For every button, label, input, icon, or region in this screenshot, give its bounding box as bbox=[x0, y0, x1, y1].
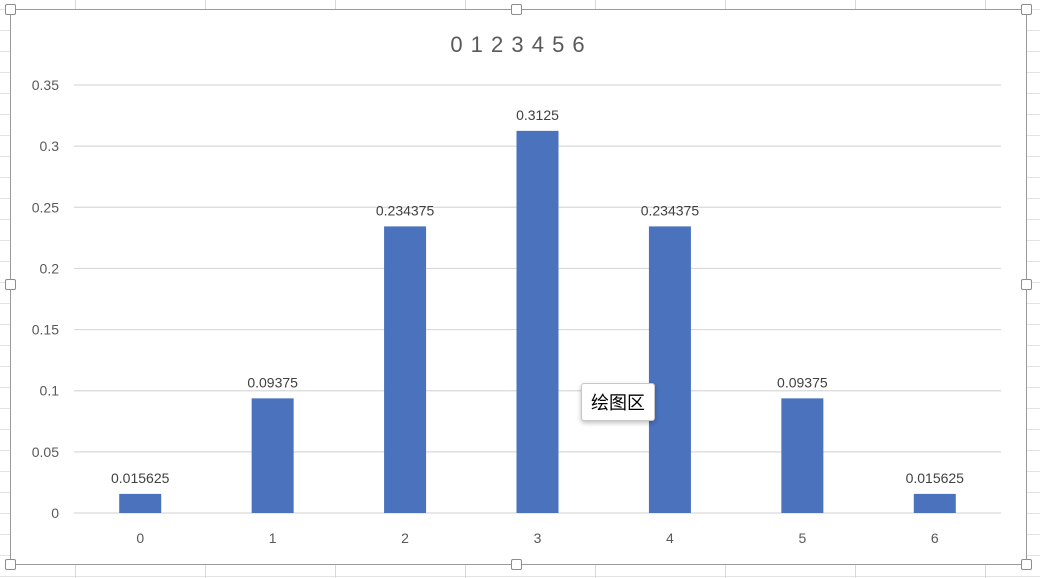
y-axis-tick-labels: 0 0.05 0.1 0.15 0.2 0.25 0.3 0.35 bbox=[32, 77, 59, 521]
x-tick-label-1: 1 bbox=[269, 530, 277, 546]
resize-handle-middle-right[interactable] bbox=[1021, 279, 1032, 290]
bar-1[interactable] bbox=[251, 398, 294, 513]
resize-handle-middle-left[interactable] bbox=[5, 279, 16, 290]
y-tick-label: 0.3 bbox=[40, 138, 60, 154]
bars[interactable] bbox=[119, 130, 956, 513]
chart-title: 0 1 2 3 4 5 6 bbox=[450, 32, 585, 57]
resize-handle-bottom-middle[interactable] bbox=[511, 559, 522, 570]
data-label-5: 0.09375 bbox=[777, 374, 828, 390]
x-axis-tick-labels: 0 1 2 3 4 5 6 bbox=[136, 530, 939, 546]
y-tick-label: 0.2 bbox=[40, 260, 60, 276]
bar-4[interactable] bbox=[648, 226, 691, 513]
y-tick-label: 0 bbox=[51, 505, 59, 521]
y-tick-label: 0.35 bbox=[32, 77, 59, 93]
data-label-3: 0.3125 bbox=[516, 107, 559, 123]
data-labels: 0.015625 0.09375 0.234375 0.3125 0.234375 0.0… bbox=[111, 107, 964, 486]
x-tick-label-0: 0 bbox=[136, 530, 144, 546]
bar-3[interactable] bbox=[516, 130, 559, 513]
x-tick-label-2: 2 bbox=[401, 530, 409, 546]
x-tick-label-3: 3 bbox=[534, 530, 542, 546]
resize-handle-bottom-right[interactable] bbox=[1021, 559, 1032, 570]
x-tick-label-6: 6 bbox=[931, 530, 939, 546]
resize-handle-bottom-left[interactable] bbox=[5, 559, 16, 570]
x-tick-label-5: 5 bbox=[798, 530, 806, 546]
data-label-4: 0.234375 bbox=[641, 202, 700, 218]
bar-5[interactable] bbox=[781, 398, 824, 513]
data-label-2: 0.234375 bbox=[376, 202, 435, 218]
y-tick-label: 0.05 bbox=[32, 444, 59, 460]
data-label-0: 0.015625 bbox=[111, 470, 170, 486]
y-tick-label: 0.1 bbox=[40, 383, 60, 399]
resize-handle-top-left[interactable] bbox=[5, 4, 16, 15]
resize-handle-top-right[interactable] bbox=[1021, 4, 1032, 15]
x-tick-label-4: 4 bbox=[666, 530, 674, 546]
plot-area-tooltip: 绘图区 bbox=[581, 383, 655, 421]
chart-area[interactable]: 0 1 2 3 4 5 6 0 0.05 0.1 0.15 0.2 0.25 0.3 0.35… bbox=[10, 9, 1027, 565]
data-label-6: 0.015625 bbox=[906, 470, 965, 486]
bar-6[interactable] bbox=[913, 493, 956, 513]
data-label-1: 0.09375 bbox=[247, 374, 298, 390]
bar-2[interactable] bbox=[384, 226, 427, 513]
y-tick-label: 0.25 bbox=[32, 199, 59, 215]
bar-0[interactable] bbox=[119, 493, 162, 513]
y-tick-label: 0.15 bbox=[32, 322, 59, 338]
bar-chart[interactable]: 0 1 2 3 4 5 6 0 0.05 0.1 0.15 0.2 0.25 0.3 0.35… bbox=[11, 10, 1026, 564]
resize-handle-top-middle[interactable] bbox=[511, 4, 522, 15]
